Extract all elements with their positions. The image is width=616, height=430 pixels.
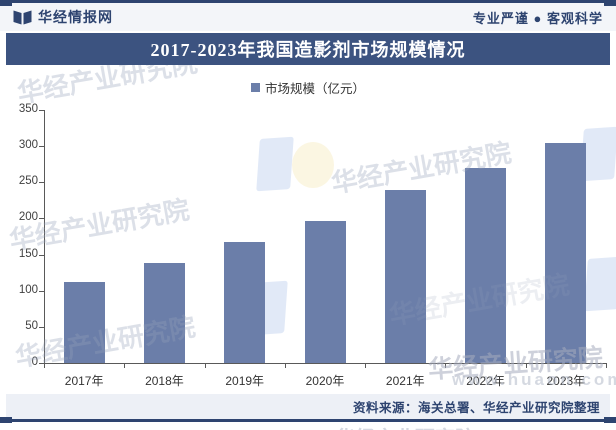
bottom-border — [0, 419, 616, 422]
x-axis-tick — [284, 364, 286, 368]
y-axis-tick — [39, 326, 44, 328]
y-axis-tick — [39, 363, 44, 364]
data-source-note: 资料来源：海关总署、华经产业研究院整理 — [352, 401, 600, 415]
bar-2017年 — [63, 282, 105, 363]
x-axis-label-2017年: 2017年 — [64, 374, 104, 388]
y-axis-line — [44, 110, 45, 363]
header-slogan: 专业严谨 ● 客观科学 — [472, 10, 603, 26]
x-axis-tick — [204, 364, 206, 368]
y-axis-tick — [39, 218, 44, 220]
legend: 市场规模（亿元） — [0, 79, 616, 96]
top-border — [0, 0, 616, 3]
y-axis-tick-label: 250 — [18, 175, 38, 188]
x-axis-tick — [525, 364, 527, 368]
brand: 华经情报网 — [13, 7, 113, 27]
y-axis-tick — [39, 254, 44, 256]
y-axis-tick — [39, 182, 44, 184]
legend-marker-swatch — [250, 82, 260, 92]
legend-label: 市场规模（亿元） — [264, 81, 365, 96]
y-axis-tick — [39, 146, 44, 148]
top-right-corner-accent — [604, 0, 616, 6]
chart-title-banner: 2017-2023年我国造影剂市场规模情况 — [6, 33, 610, 65]
y-axis-tick-label: 50 — [25, 319, 38, 332]
x-axis-tick — [365, 364, 367, 368]
y-axis-tick — [39, 110, 44, 111]
bar-2018年 — [143, 263, 185, 363]
footer-strip: 资料来源：海关总署、华经产业研究院整理 — [6, 394, 610, 419]
x-axis-tick — [606, 364, 607, 368]
bar-2021年 — [384, 190, 426, 363]
x-axis-label-2023年: 2023年 — [546, 374, 586, 388]
x-axis-tick — [124, 364, 126, 368]
brand-name: 华经情报网 — [38, 9, 113, 25]
y-axis-tick-label: 200 — [18, 211, 38, 224]
bar-2022年 — [465, 167, 507, 363]
x-axis-label-2022年: 2022年 — [466, 374, 505, 388]
bar-2020年 — [304, 220, 346, 363]
y-axis-tick-label: 0 — [31, 356, 38, 368]
bar-2023年 — [545, 142, 587, 363]
bottom-right-corner-accent — [604, 417, 616, 423]
x-axis-tick — [44, 364, 45, 368]
bar-2019年 — [224, 242, 266, 363]
x-axis-label-2018年: 2018年 — [145, 374, 184, 388]
open-book-logo-icon — [13, 10, 32, 24]
top-left-corner-accent — [0, 0, 12, 6]
y-axis-tick-label: 300 — [18, 139, 38, 152]
x-axis-label-2021年: 2021年 — [385, 374, 425, 388]
y-axis-tick-label: 150 — [18, 247, 38, 260]
x-axis-label-2019年: 2019年 — [225, 374, 265, 388]
bottom-left-corner-accent — [0, 417, 12, 423]
x-axis-label-2020年: 2020年 — [305, 374, 345, 388]
x-axis-line — [44, 363, 607, 364]
header-bar: 华经情报网 专业严谨 ● 客观科学 — [0, 3, 616, 31]
y-axis-tick-label: 100 — [18, 283, 38, 296]
y-axis-tick-label: 350 — [18, 103, 38, 115]
x-axis-tick — [445, 364, 447, 368]
y-axis-tick — [39, 290, 44, 292]
